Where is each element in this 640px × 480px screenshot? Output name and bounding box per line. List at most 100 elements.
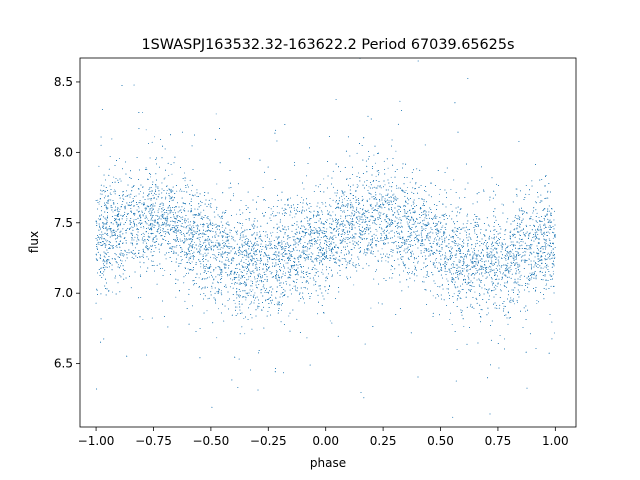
data-point xyxy=(119,158,120,159)
data-point xyxy=(125,260,127,262)
data-point xyxy=(244,285,246,287)
data-point xyxy=(424,229,426,231)
data-point xyxy=(194,241,196,243)
data-point xyxy=(145,129,147,131)
data-point xyxy=(138,222,139,224)
data-point xyxy=(220,247,222,249)
data-point xyxy=(306,246,308,248)
data-point xyxy=(112,211,114,213)
data-point xyxy=(526,249,528,251)
data-point xyxy=(281,243,283,245)
data-point xyxy=(517,241,519,243)
data-point xyxy=(442,225,444,227)
data-point xyxy=(532,212,534,214)
data-point xyxy=(415,233,417,235)
data-point xyxy=(252,289,254,291)
data-point xyxy=(456,299,458,301)
data-point xyxy=(424,249,426,251)
data-point xyxy=(553,252,554,254)
data-point xyxy=(222,211,224,213)
data-point xyxy=(203,224,205,226)
data-point xyxy=(329,245,331,247)
data-point xyxy=(191,228,193,230)
data-point xyxy=(216,183,218,185)
data-point xyxy=(351,219,353,220)
data-point xyxy=(510,302,512,303)
data-point xyxy=(154,136,156,138)
data-point xyxy=(552,270,554,272)
data-point xyxy=(450,189,452,190)
data-point xyxy=(442,240,444,242)
data-point xyxy=(391,214,393,216)
data-point xyxy=(164,269,166,271)
data-point xyxy=(489,269,491,271)
data-point xyxy=(290,254,291,256)
data-point xyxy=(399,217,401,219)
data-point xyxy=(423,267,424,269)
data-point xyxy=(550,221,552,222)
data-point xyxy=(194,215,196,216)
data-point xyxy=(115,246,117,248)
data-point xyxy=(414,237,415,239)
data-point xyxy=(157,210,159,212)
data-point xyxy=(234,302,236,304)
data-point xyxy=(201,216,203,218)
data-point xyxy=(438,193,440,195)
data-point xyxy=(244,333,246,335)
data-point xyxy=(406,186,408,188)
data-point xyxy=(288,245,290,246)
data-point xyxy=(253,243,255,245)
data-point xyxy=(218,308,220,310)
data-point xyxy=(250,303,252,305)
data-point xyxy=(315,240,317,242)
data-point xyxy=(500,284,502,286)
data-point xyxy=(509,255,511,257)
data-point xyxy=(455,271,457,273)
data-point xyxy=(472,251,474,253)
data-point xyxy=(546,213,548,215)
data-point xyxy=(136,225,138,227)
data-point xyxy=(207,298,209,300)
data-point xyxy=(129,227,131,229)
data-point xyxy=(138,207,140,209)
data-point xyxy=(499,289,501,291)
data-point xyxy=(231,246,233,248)
data-point xyxy=(547,190,549,192)
data-point xyxy=(229,235,231,237)
data-point xyxy=(451,324,453,325)
data-point xyxy=(359,203,361,204)
data-point xyxy=(144,240,146,242)
data-point xyxy=(135,195,137,197)
data-point xyxy=(143,233,145,235)
data-point xyxy=(168,175,170,176)
data-point xyxy=(393,193,395,195)
data-point xyxy=(118,264,120,266)
data-point xyxy=(493,289,495,291)
data-point xyxy=(377,213,379,215)
data-point xyxy=(97,199,99,201)
data-point xyxy=(519,238,521,240)
data-point xyxy=(397,236,399,238)
data-point xyxy=(471,247,473,249)
data-point xyxy=(479,294,481,296)
data-point xyxy=(161,230,163,232)
data-point xyxy=(382,204,384,206)
data-point xyxy=(255,261,257,263)
data-point xyxy=(363,253,365,255)
data-point xyxy=(215,242,217,244)
data-point xyxy=(162,268,164,269)
data-point xyxy=(300,242,302,244)
data-point xyxy=(187,221,189,223)
data-point xyxy=(243,251,245,253)
data-point xyxy=(184,266,186,268)
data-point xyxy=(449,319,451,321)
data-point xyxy=(132,244,134,246)
data-point xyxy=(363,233,365,235)
data-point xyxy=(106,241,108,243)
data-point xyxy=(311,245,313,247)
data-point xyxy=(133,239,135,241)
data-point xyxy=(222,212,224,214)
data-point xyxy=(200,253,202,255)
data-point xyxy=(126,219,128,221)
data-point xyxy=(476,279,478,281)
